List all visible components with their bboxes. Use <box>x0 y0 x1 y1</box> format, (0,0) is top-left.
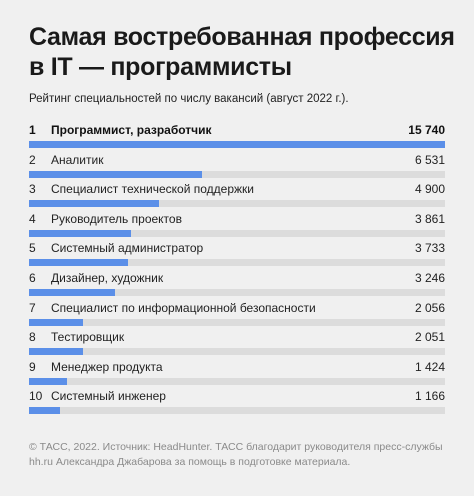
bar <box>29 200 159 208</box>
category-label: Аналитик <box>51 152 104 167</box>
category-label: Менеджер продукта <box>51 359 163 374</box>
value-label: 3 861 <box>414 211 445 226</box>
bar <box>29 318 84 326</box>
category-label: Программист, разработчик <box>51 123 212 137</box>
bar <box>29 348 84 356</box>
rank-number: 5 <box>29 241 36 256</box>
ranking-list: 1 Программист, разработчик 15 740 2 Аналитик… <box>29 120 445 416</box>
category-label: Системный администратор <box>51 241 204 256</box>
ranking-row: 7 Специалист по информационной безопаснос… <box>29 298 445 328</box>
rank-number: 7 <box>29 300 36 315</box>
rank-number: 8 <box>29 330 36 345</box>
value-label: 6 531 <box>414 152 445 167</box>
source-footer: © ТАСС, 2022. Источник: HeadHunter. ТАСС… <box>29 441 443 468</box>
bar-track <box>29 170 445 178</box>
bar-track <box>29 141 445 148</box>
rank-number: 6 <box>29 270 36 285</box>
rank-number: 10 <box>29 389 43 404</box>
value-label: 4 900 <box>414 182 445 197</box>
rank-number: 4 <box>29 211 36 226</box>
bar <box>29 377 67 385</box>
bar <box>29 170 202 178</box>
bar-track <box>29 200 445 208</box>
bar <box>29 229 132 237</box>
rank-number: 1 <box>29 123 36 137</box>
value-label: 2 056 <box>414 300 445 315</box>
ranking-row: 1 Программист, разработчик 15 740 <box>29 120 445 150</box>
rank-number: 3 <box>29 182 36 197</box>
ranking-row: 5 Системный администратор 3 733 <box>29 238 445 268</box>
rank-number: 9 <box>29 359 36 374</box>
bar <box>29 407 60 415</box>
value-label: 3 246 <box>414 270 445 285</box>
value-label: 2 051 <box>414 330 445 345</box>
ranking-row: 6 Дизайнер, художник 3 246 <box>29 268 445 298</box>
bar-track <box>29 407 445 415</box>
bar-track <box>29 377 445 385</box>
bar <box>29 141 445 148</box>
ranking-row: 8 Тестировщик 2 051 <box>29 327 445 357</box>
chart-title: Самая востребованная профессия в IT — пр… <box>29 23 455 81</box>
chart-subtitle: Рейтинг специальностей по числу вакансий… <box>29 93 349 105</box>
bar-track <box>29 229 445 237</box>
bar <box>29 288 115 296</box>
value-label: 1 424 <box>414 359 445 374</box>
ranking-row: 2 Аналитик 6 531 <box>29 150 445 180</box>
ranking-row: 4 Руководитель проектов 3 861 <box>29 209 445 239</box>
category-label: Специалист по информационной безопасност… <box>51 300 316 315</box>
bar-track <box>29 348 445 356</box>
category-label: Специалист технической поддержки <box>51 182 254 197</box>
bar <box>29 259 128 267</box>
ranking-row: 9 Менеджер продукта 1 424 <box>29 357 445 387</box>
ranking-row: 10 Системный инженер 1 166 <box>29 386 445 416</box>
bar-track <box>29 288 445 296</box>
category-label: Системный инженер <box>51 389 166 404</box>
rank-number: 2 <box>29 152 36 167</box>
category-label: Руководитель проектов <box>51 211 182 226</box>
ranking-row: 3 Специалист технической поддержки 4 900 <box>29 179 445 209</box>
value-label: 1 166 <box>414 389 445 404</box>
value-label: 15 740 <box>408 123 445 137</box>
bar-track <box>29 259 445 267</box>
category-label: Тестировщик <box>51 330 125 345</box>
value-label: 3 733 <box>414 241 445 256</box>
category-label: Дизайнер, художник <box>51 270 164 285</box>
bar-track <box>29 318 445 326</box>
